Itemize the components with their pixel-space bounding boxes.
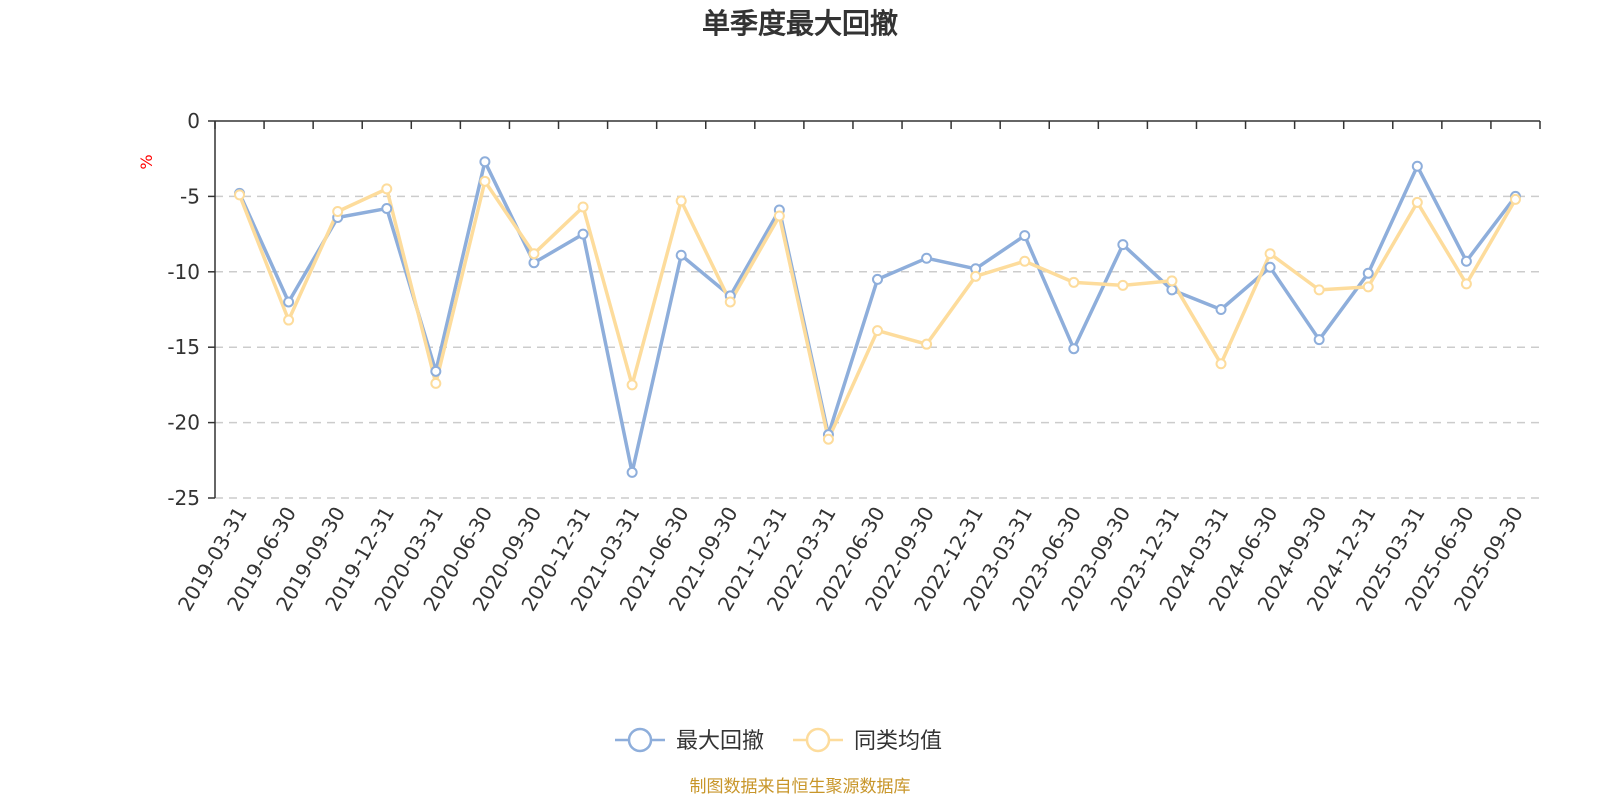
data-point[interactable] xyxy=(1215,358,1227,370)
data-point[interactable] xyxy=(773,210,785,222)
data-point[interactable] xyxy=(479,175,491,187)
legend-item-0[interactable]: 最大回撤 xyxy=(615,727,764,754)
data-point[interactable] xyxy=(1068,343,1080,355)
axes: 0-5-10-15-20-252019-03-312019-06-302019-… xyxy=(167,109,1541,615)
data-point[interactable] xyxy=(283,296,295,308)
data-point[interactable] xyxy=(381,183,393,195)
data-point[interactable] xyxy=(822,433,834,445)
data-point[interactable] xyxy=(921,338,933,350)
data-point[interactable] xyxy=(921,252,933,264)
data-point[interactable] xyxy=(1460,278,1472,290)
y-tick-label: -15 xyxy=(167,335,200,359)
data-point[interactable] xyxy=(626,379,638,391)
y-tick-label: -10 xyxy=(167,260,200,284)
data-point[interactable] xyxy=(1215,304,1227,315)
data-point[interactable] xyxy=(626,466,638,478)
legend-marker xyxy=(805,727,831,753)
grid-lines xyxy=(215,195,1540,499)
data-point[interactable] xyxy=(577,201,589,213)
y-axis-unit: % xyxy=(137,154,156,169)
data-point[interactable] xyxy=(1068,276,1080,288)
y-tick-label: -25 xyxy=(167,486,200,510)
data-point[interactable] xyxy=(872,325,883,337)
data-point[interactable] xyxy=(724,296,736,308)
y-tick-label: -5 xyxy=(180,184,200,208)
legend-label: 最大回撤 xyxy=(676,729,764,754)
legend-item-1[interactable]: 同类均值 xyxy=(793,727,942,754)
data-point[interactable] xyxy=(1166,275,1178,287)
legend-marker xyxy=(627,727,653,753)
data-point[interactable] xyxy=(332,205,344,217)
legend-label: 同类均值 xyxy=(854,729,942,754)
data-point[interactable] xyxy=(1362,267,1374,279)
data-point[interactable] xyxy=(1117,239,1129,251)
data-point[interactable] xyxy=(1460,255,1472,267)
legend[interactable]: 最大回撤 同类均值 xyxy=(615,727,942,754)
data-point[interactable] xyxy=(1313,334,1325,346)
data-point[interactable] xyxy=(675,249,687,261)
data-point[interactable] xyxy=(1411,196,1423,208)
data-point[interactable] xyxy=(479,156,491,168)
y-tick-label: 0 xyxy=(187,109,200,133)
data-point[interactable] xyxy=(1264,248,1276,260)
data-point[interactable] xyxy=(970,270,982,282)
data-point[interactable] xyxy=(1509,193,1521,205)
data-point[interactable] xyxy=(430,365,442,377)
data-point[interactable] xyxy=(1166,284,1178,296)
source-note: 制图数据来自恒生聚源数据库 xyxy=(690,777,911,797)
series-group xyxy=(234,156,1521,478)
data-point[interactable] xyxy=(1019,255,1031,267)
data-point[interactable] xyxy=(528,248,540,260)
data-point[interactable] xyxy=(283,314,295,326)
data-point[interactable] xyxy=(430,377,442,389)
chart-title: 单季度最大回撤 xyxy=(702,7,898,40)
data-point[interactable] xyxy=(528,257,540,269)
data-point[interactable] xyxy=(1117,279,1129,291)
data-point[interactable] xyxy=(1019,230,1031,242)
data-point[interactable] xyxy=(1313,284,1325,296)
data-point[interactable] xyxy=(872,273,883,285)
data-point[interactable] xyxy=(234,189,246,201)
data-point[interactable] xyxy=(1264,261,1276,273)
data-point[interactable] xyxy=(381,202,393,214)
data-point[interactable] xyxy=(1362,281,1374,293)
series-line-0 xyxy=(237,159,1517,475)
data-point[interactable] xyxy=(1411,160,1423,172)
y-tick-label: -20 xyxy=(167,411,200,435)
data-point[interactable] xyxy=(675,195,687,207)
data-point[interactable] xyxy=(577,228,589,240)
series-line-1 xyxy=(237,179,1518,441)
